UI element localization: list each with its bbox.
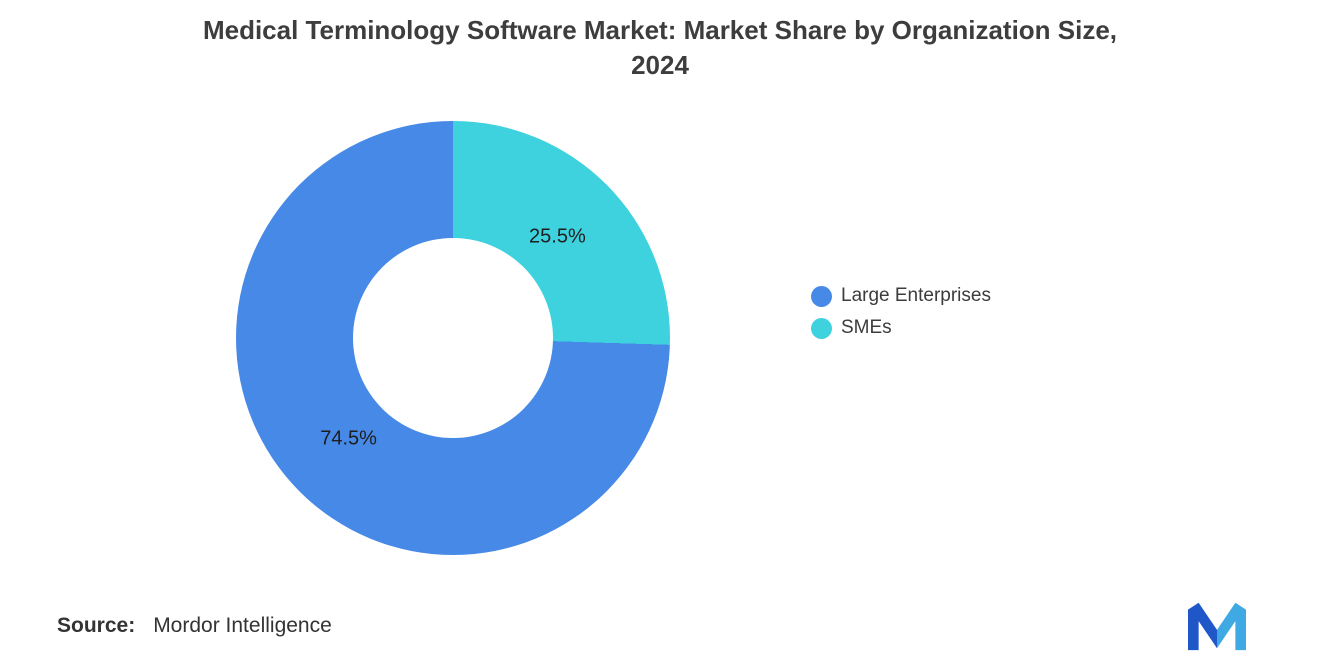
slice-label: 74.5% (320, 427, 377, 450)
chart-title: Medical Terminology Software Market: Mar… (0, 13, 1320, 83)
source-label: Source: (57, 614, 136, 637)
source-name: Mordor Intelligence (153, 614, 332, 637)
legend-marker (811, 317, 832, 339)
legend-label: SMEs (841, 317, 892, 338)
donut-chart[interactable]: 25.5% 74.5% (236, 121, 670, 555)
source-note: Source: Mordor Intelligence (57, 614, 332, 638)
slice-label: 25.5% (529, 225, 586, 248)
legend: Large Enterprises SMEs (811, 285, 991, 339)
chart-title-line-1: Medical Terminology Software Market: Mar… (202, 15, 1118, 45)
mordor-logo-m-icon (1188, 602, 1246, 651)
mordor-intelligence-logo (1188, 599, 1246, 653)
legend-item[interactable]: Large Enterprises (811, 285, 991, 307)
legend-item[interactable]: SMEs (811, 317, 991, 339)
legend-label: Large Enterprises (841, 285, 991, 306)
legend-marker (811, 285, 832, 307)
chart-title-line-2: 2024 (631, 50, 689, 80)
donut-hole (353, 238, 553, 438)
